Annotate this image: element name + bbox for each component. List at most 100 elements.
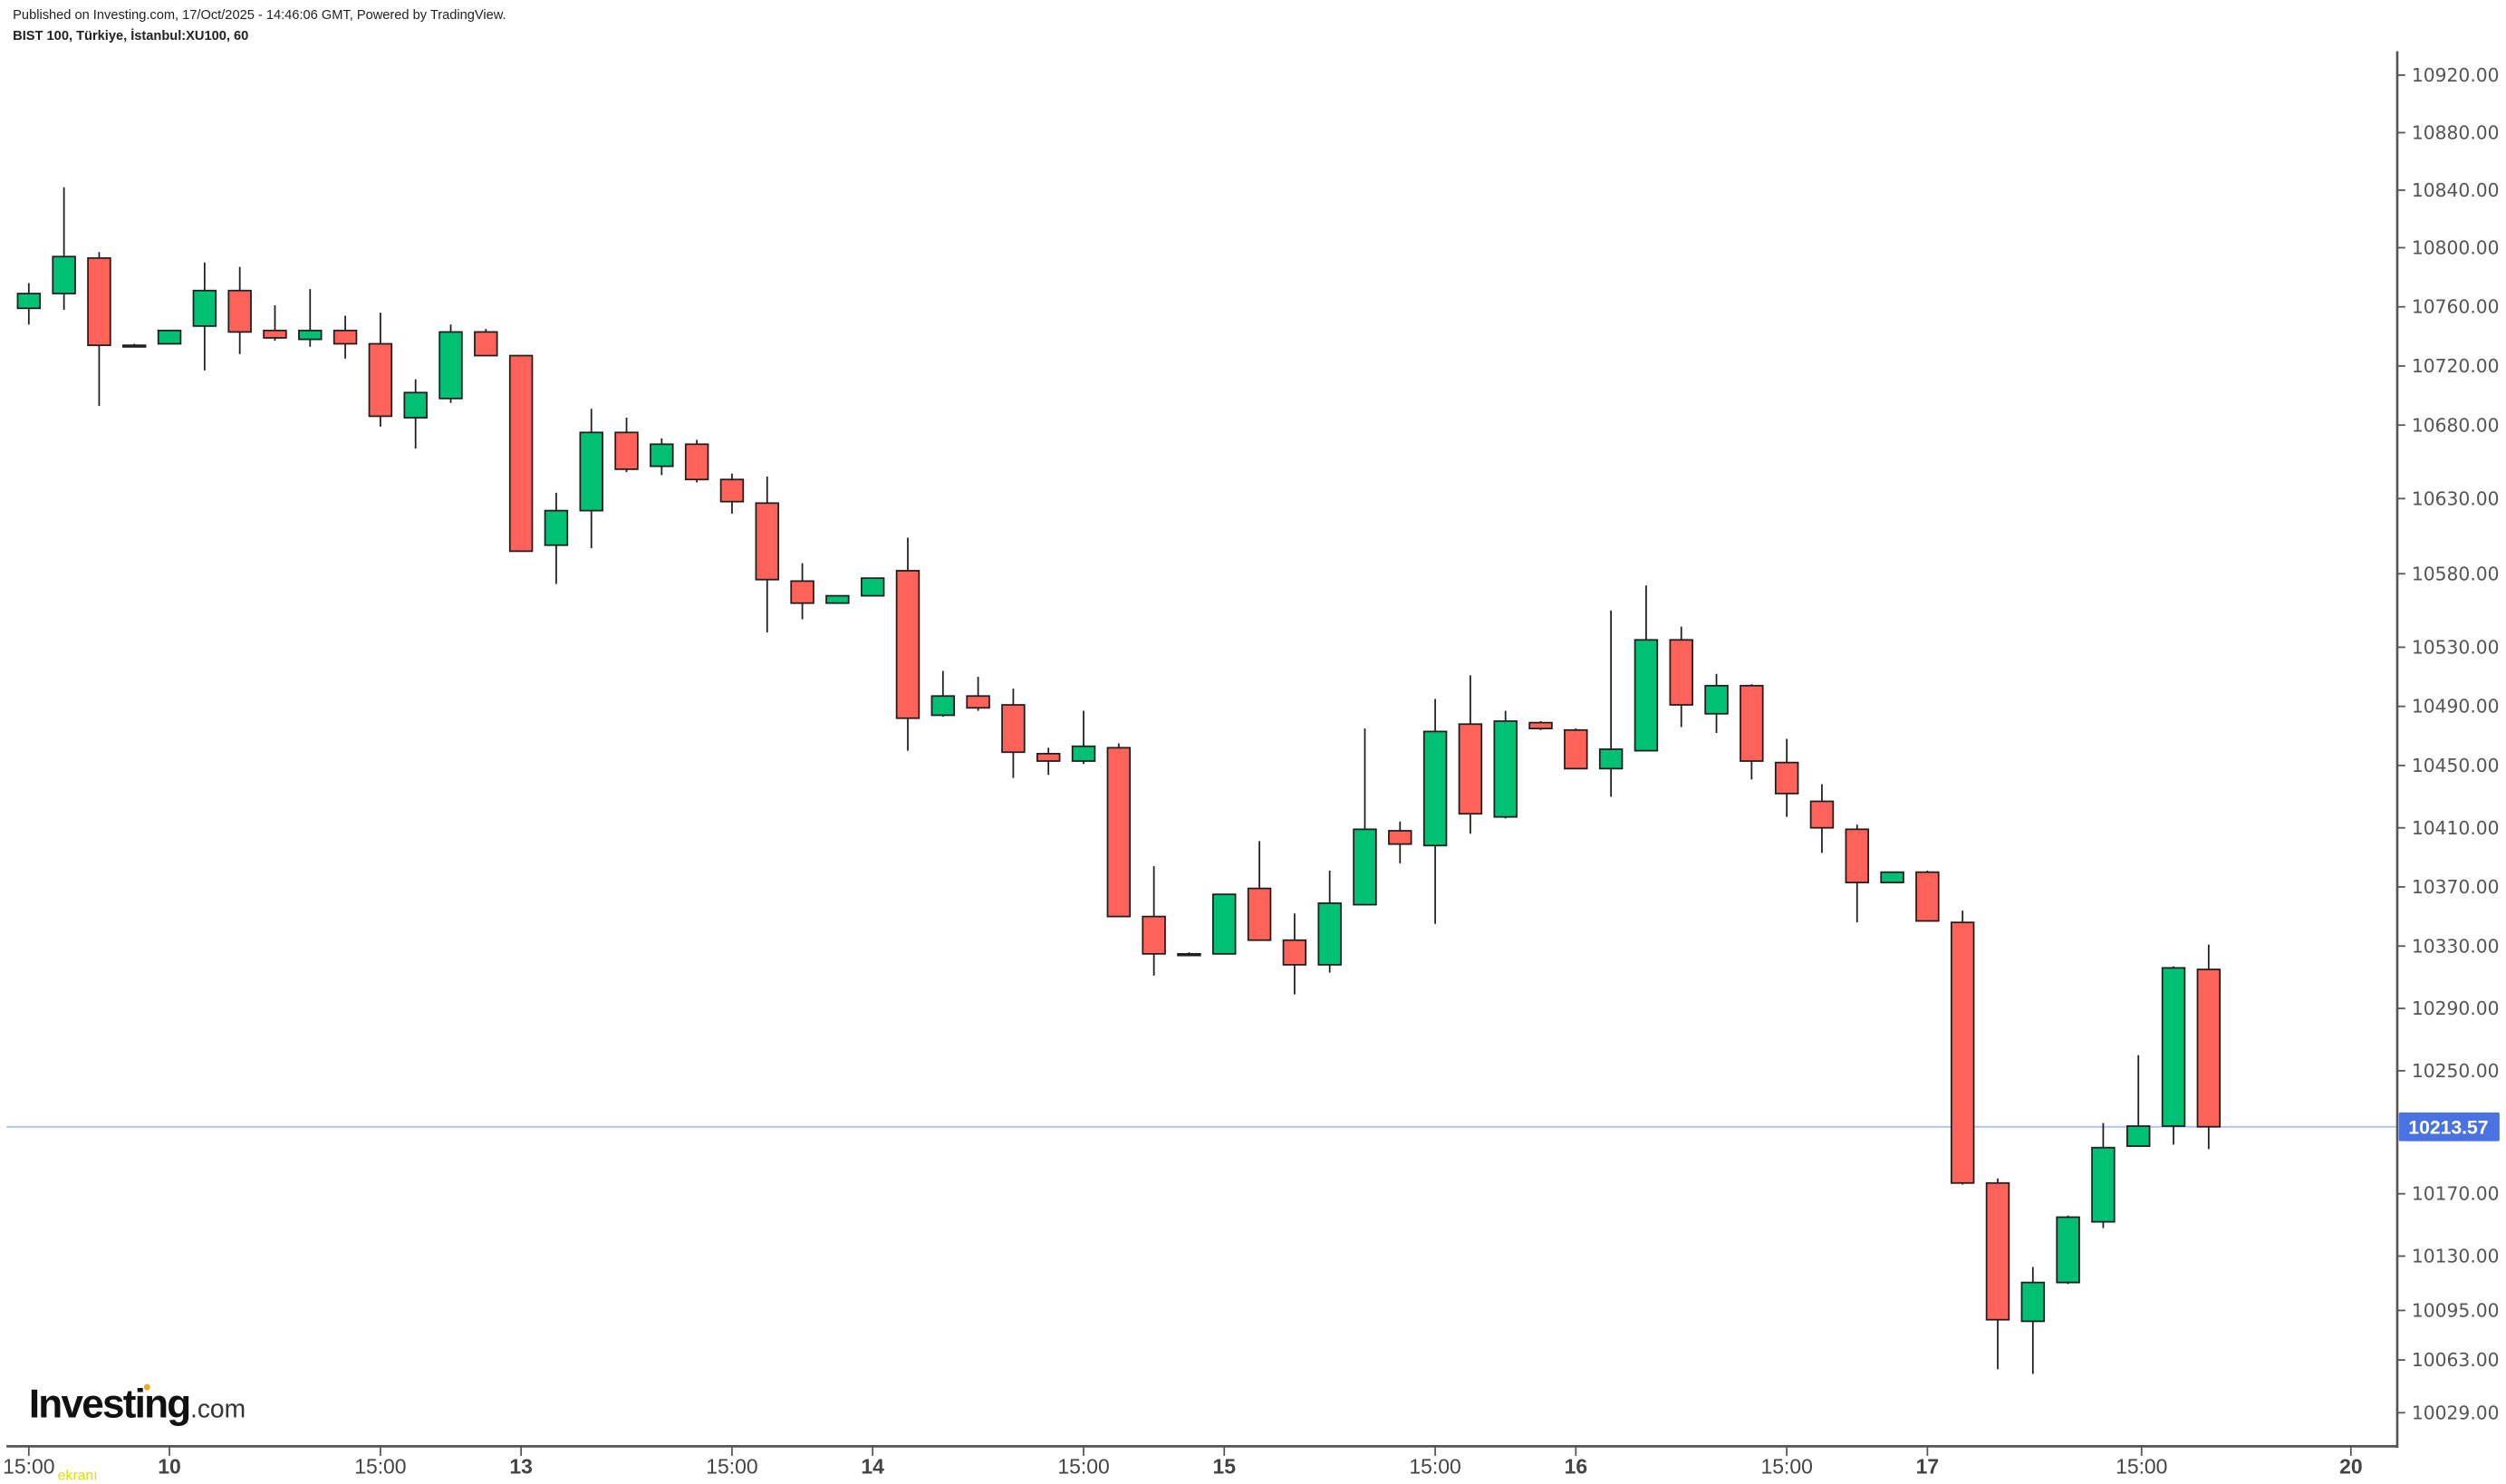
- time-tick-label: 15: [1212, 1454, 1236, 1478]
- candle[interactable]: [1740, 684, 1764, 780]
- candle[interactable]: [298, 289, 323, 347]
- candle[interactable]: [403, 379, 428, 449]
- candle[interactable]: [1282, 913, 1307, 995]
- candle[interactable]: [16, 283, 42, 325]
- candle[interactable]: [544, 492, 569, 584]
- candle[interactable]: [2196, 944, 2222, 1150]
- candle[interactable]: [2056, 1215, 2080, 1285]
- candle[interactable]: [122, 343, 147, 348]
- price-tick-label: 10490.00: [2412, 696, 2500, 718]
- candle[interactable]: [1317, 871, 1342, 973]
- candle-body-up: [1634, 639, 1659, 752]
- current-price-label: 10213.57: [2408, 1118, 2488, 1139]
- candle[interactable]: [966, 677, 990, 711]
- candle-body-up: [192, 289, 217, 327]
- candle[interactable]: [227, 266, 252, 354]
- candle[interactable]: [1177, 952, 1201, 957]
- candle-body-up: [1353, 828, 1377, 906]
- candle[interactable]: [579, 409, 603, 549]
- candle[interactable]: [1985, 1178, 2010, 1370]
- candle[interactable]: [333, 315, 358, 359]
- candle-body-up: [930, 695, 956, 717]
- time-tick-label: 13: [509, 1454, 533, 1478]
- candle[interactable]: [1704, 673, 1729, 734]
- candle-body-down: [1985, 1181, 2010, 1321]
- current-price-badge-bg: [2398, 1112, 2500, 1142]
- candle[interactable]: [1247, 841, 1272, 941]
- candle-body-down: [1809, 800, 1835, 829]
- candle-body-up: [16, 293, 42, 310]
- candle[interactable]: [1493, 710, 1518, 819]
- candle[interactable]: [1353, 728, 1377, 906]
- candle[interactable]: [895, 537, 920, 751]
- logo-dot-icon: [143, 1383, 150, 1391]
- candle-body-up: [1177, 952, 1201, 957]
- candle[interactable]: [2020, 1267, 2046, 1374]
- candle[interactable]: [1845, 824, 1870, 923]
- price-tick-label: 10800.00: [2412, 236, 2500, 258]
- candle[interactable]: [825, 594, 850, 604]
- candle[interactable]: [860, 577, 885, 597]
- time-tick-label: 17: [1916, 1454, 1940, 1478]
- candle[interactable]: [439, 324, 463, 403]
- price-axis[interactable]: 10920.00 10880.00 10840.00 10800.00 10760.00…: [2396, 64, 2500, 1423]
- candle[interactable]: [684, 439, 709, 483]
- candle[interactable]: [263, 305, 287, 342]
- candle[interactable]: [1950, 911, 1975, 1185]
- candle[interactable]: [1212, 893, 1237, 955]
- candle-body-down: [1845, 828, 1870, 883]
- candle[interactable]: [508, 354, 534, 553]
- price-tick-label: 10290.00: [2412, 997, 2500, 1019]
- candle[interactable]: [474, 329, 498, 357]
- candle[interactable]: [1458, 675, 1483, 834]
- candle-body-down: [1740, 684, 1764, 762]
- candle-body-down: [263, 329, 287, 339]
- candle[interactable]: [1142, 866, 1166, 976]
- candle[interactable]: [1634, 585, 1659, 752]
- candle-body-up: [650, 443, 674, 467]
- logo-suffix: .com: [190, 1394, 246, 1423]
- candle-body-up: [2125, 1125, 2151, 1147]
- candle-body-down: [1458, 723, 1483, 815]
- candle[interactable]: [1880, 871, 1904, 883]
- price-tick-label: 10450.00: [2412, 755, 2500, 776]
- candle[interactable]: [157, 329, 182, 345]
- candle[interactable]: [1106, 743, 1132, 918]
- candle[interactable]: [650, 438, 674, 476]
- candle[interactable]: [2091, 1123, 2116, 1229]
- candle[interactable]: [1669, 626, 1693, 728]
- candle[interactable]: [1388, 821, 1412, 863]
- candle[interactable]: [719, 473, 745, 514]
- candle[interactable]: [368, 313, 393, 427]
- candle[interactable]: [614, 418, 639, 473]
- candle[interactable]: [1422, 699, 1448, 924]
- candle-body-up: [1212, 893, 1237, 955]
- candle[interactable]: [2125, 1055, 2151, 1147]
- candle-body-up: [1071, 745, 1096, 762]
- candle-body-down: [1106, 747, 1132, 918]
- time-tick-label: 16: [1565, 1454, 1588, 1478]
- candle-body-up: [52, 255, 76, 294]
- candle[interactable]: [1528, 720, 1553, 730]
- candle[interactable]: [1071, 710, 1096, 765]
- candle[interactable]: [1774, 738, 1799, 817]
- candle[interactable]: [1809, 784, 1835, 853]
- candle[interactable]: [1564, 728, 1588, 770]
- candle[interactable]: [2161, 966, 2186, 1145]
- candle[interactable]: [790, 563, 814, 620]
- candle[interactable]: [192, 262, 217, 371]
- time-tick-label: 10: [158, 1454, 181, 1478]
- time-axis[interactable]: 15:00 10 15:00 13 15:00 14 15:00 15 15:00 16 15:00…: [3, 1446, 2363, 1478]
- candle[interactable]: [755, 477, 779, 633]
- candle[interactable]: [87, 252, 111, 406]
- candle-body-up: [1317, 902, 1342, 966]
- candle[interactable]: [52, 187, 76, 310]
- candle[interactable]: [1915, 871, 1940, 922]
- candle[interactable]: [1598, 610, 1624, 797]
- candle[interactable]: [1001, 689, 1026, 778]
- candle[interactable]: [930, 670, 956, 718]
- time-tick-label: 15:00: [706, 1454, 757, 1478]
- candle[interactable]: [1036, 747, 1061, 776]
- candle-body-down: [614, 431, 639, 470]
